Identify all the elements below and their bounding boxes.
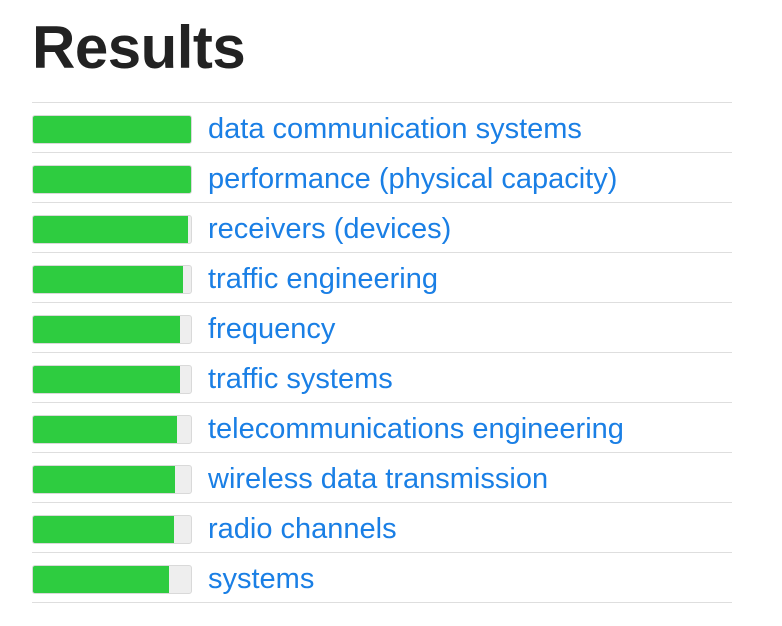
score-bar-fill	[33, 166, 191, 193]
list-item: systems	[32, 553, 732, 603]
score-bar-fill	[33, 366, 180, 393]
score-bar-fill	[33, 466, 176, 493]
list-item: performance (physical capacity)	[32, 153, 732, 203]
list-item: frequency	[32, 303, 732, 353]
result-link[interactable]: receivers (devices)	[208, 213, 452, 245]
result-link[interactable]: systems	[208, 563, 315, 595]
list-item: wireless data transmission	[32, 453, 732, 503]
result-link[interactable]: performance (physical capacity)	[208, 163, 618, 195]
score-bar	[32, 165, 192, 194]
list-item: traffic engineering	[32, 253, 732, 303]
score-bar	[32, 415, 192, 444]
score-bar-fill	[33, 116, 191, 143]
result-link[interactable]: wireless data transmission	[208, 463, 549, 495]
score-bar-fill	[33, 566, 169, 593]
score-bar	[32, 565, 192, 594]
score-bar-fill	[33, 316, 180, 343]
result-link[interactable]: data communication systems	[208, 113, 582, 145]
score-bar	[32, 115, 192, 144]
page-title: Results	[32, 14, 246, 81]
score-bar	[32, 465, 192, 494]
result-link[interactable]: traffic engineering	[208, 263, 439, 295]
score-bar	[32, 365, 192, 394]
score-bar-fill	[33, 266, 184, 293]
result-link[interactable]: telecommunications engineering	[208, 413, 624, 445]
result-link[interactable]: radio channels	[208, 513, 397, 545]
score-bar-fill	[33, 516, 174, 543]
result-link[interactable]: traffic systems	[208, 363, 393, 395]
results-list: data communication systems performance (…	[32, 102, 732, 603]
score-bar-fill	[33, 216, 188, 243]
score-bar	[32, 315, 192, 344]
score-bar-fill	[33, 416, 177, 443]
result-link[interactable]: frequency	[208, 313, 336, 345]
list-item: receivers (devices)	[32, 203, 732, 253]
score-bar	[32, 515, 192, 544]
list-item: telecommunications engineering	[32, 403, 732, 453]
list-item: traffic systems	[32, 353, 732, 403]
list-item: data communication systems	[32, 103, 732, 153]
score-bar	[32, 215, 192, 244]
score-bar	[32, 265, 192, 294]
list-item: radio channels	[32, 503, 732, 553]
